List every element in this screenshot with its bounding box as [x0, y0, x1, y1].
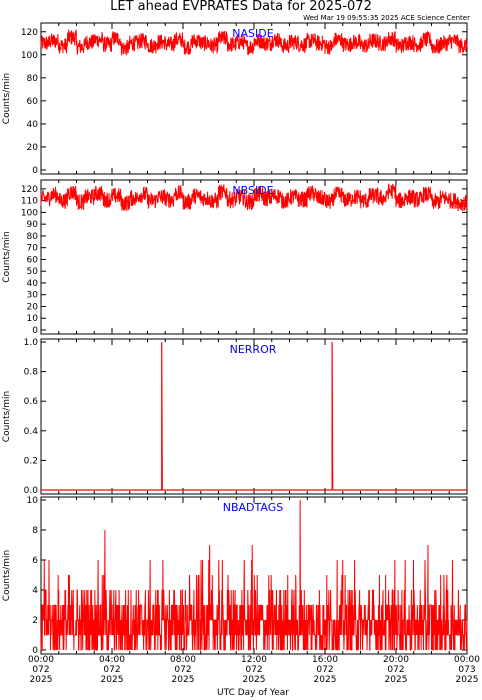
y-tick-label: 40 — [27, 279, 39, 289]
chart-title: LET ahead EVPRATES Data for 2025-072 — [110, 0, 372, 14]
series-line — [40, 183, 468, 212]
y-tick-label: 100 — [21, 51, 38, 61]
x-tick-label: 16:00 — [312, 655, 338, 665]
y-tick-label: 8 — [32, 526, 38, 536]
x-tick-label: 072 — [316, 665, 333, 675]
y-tick-label: 50 — [27, 267, 39, 277]
x-axis-labels: 00:00072202504:00072202508:00072202512:0… — [28, 655, 480, 685]
x-tick-label: 2025 — [456, 675, 479, 685]
series-line — [40, 499, 468, 651]
y-tick-label: 0.6 — [24, 397, 39, 407]
x-tick-label: 072 — [32, 665, 49, 675]
x-tick-label: 072 — [174, 665, 191, 675]
y-tick-label: 4 — [32, 586, 38, 596]
y-tick-label: 30 — [27, 291, 39, 301]
y-tick-label: 1.0 — [24, 338, 39, 348]
series-label: NBSIDE — [232, 184, 273, 197]
y-tick-label: 10 — [27, 314, 39, 324]
x-axis-title: UTC Day of Year — [217, 688, 289, 698]
y-axis-title: Counts/min — [2, 231, 12, 282]
panel-naside: 0 20 40 60 80 100 120 Counts/min NASIDE — [2, 22, 468, 176]
x-tick-label: 04:00 — [99, 655, 125, 665]
y-tick-label: 60 — [27, 255, 39, 265]
y-tick-label: 0.0 — [24, 486, 39, 496]
y-tick-label: 2 — [32, 616, 38, 626]
y-tick-label: 60 — [27, 97, 39, 107]
x-tick-label: 20:00 — [383, 655, 409, 665]
y-axis-title: Counts/min — [2, 550, 12, 601]
series-label: NBADTAGS — [223, 501, 283, 514]
x-tick-label: 00:00 — [28, 655, 54, 665]
y-tick-label: 6 — [32, 556, 38, 566]
y-axis-title: Counts/min — [2, 391, 12, 442]
y-tick-label: 100 — [21, 208, 38, 218]
x-tick-label: 2025 — [314, 675, 337, 685]
x-tick-label: 2025 — [172, 675, 195, 685]
x-tick-label: 2025 — [101, 675, 124, 685]
x-tick-label: 08:00 — [170, 655, 196, 665]
y-tick-label: 90 — [27, 220, 39, 230]
y-tick-label: 0 — [32, 326, 38, 336]
y-tick-label: 0 — [32, 166, 38, 176]
x-tick-label: 12:00 — [241, 655, 267, 665]
series-line — [41, 341, 467, 491]
y-tick-label: 0.2 — [24, 456, 38, 466]
y-tick-label: 70 — [27, 244, 39, 254]
y-tick-label: 120 — [21, 185, 38, 195]
y-tick-label: 120 — [21, 28, 38, 38]
timestamp-text: Wed Mar 19 09:55:35 2025 ACE Science Cen… — [303, 14, 470, 22]
x-tick-label: 2025 — [30, 675, 53, 685]
y-axis-title: Counts/min — [2, 73, 12, 124]
panel-nbside: 0102030405060708090100110120Counts/minNB… — [2, 179, 468, 336]
y-tick-label: 0.4 — [24, 427, 39, 437]
y-tick-label: 110 — [21, 197, 38, 207]
y-tick-label: 80 — [27, 232, 39, 242]
panel-frame — [40, 338, 468, 495]
x-tick-label: 2025 — [385, 675, 408, 685]
x-tick-label: 072 — [103, 665, 120, 675]
y-tick-label: 40 — [27, 120, 39, 130]
panels-group: 020406080100120Counts/minNASIDE010203040… — [2, 22, 468, 656]
panel-nbadtags: 0 2 4 6 8 10 Counts/min NBADTAGS — [2, 496, 468, 656]
y-tick-label: 0 — [32, 646, 38, 656]
series-line — [40, 29, 468, 56]
y-tick-label: 10 — [27, 496, 39, 506]
series-label: NERROR — [230, 343, 277, 356]
x-tick-label: 073 — [458, 665, 475, 675]
x-tick-label: 00:00 — [454, 655, 480, 665]
x-tick-label: 2025 — [243, 675, 266, 685]
series-label: NASIDE — [232, 27, 273, 40]
x-tick-label: 072 — [387, 665, 404, 675]
panel-nerror: 0.0 0.2 0.4 0.6 0.8 1.0 Counts/min NERROR — [2, 338, 468, 496]
y-tick-label: 0.8 — [24, 368, 39, 378]
y-tick-label: 20 — [27, 143, 39, 153]
y-tick-label: 20 — [27, 302, 39, 312]
y-tick-label: 80 — [27, 74, 39, 84]
x-tick-label: 072 — [245, 665, 262, 675]
